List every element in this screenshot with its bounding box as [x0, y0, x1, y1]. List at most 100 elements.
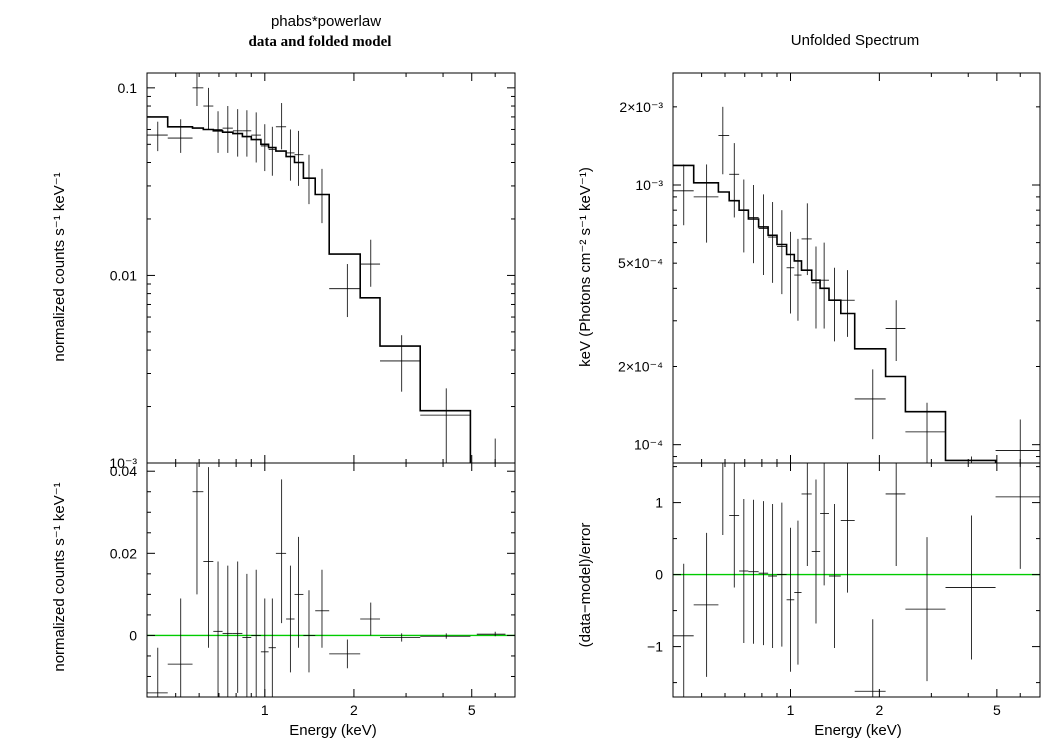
left-bottom-data-point — [329, 639, 361, 669]
right-top-frame — [672, 72, 1041, 464]
left-top-data-point — [329, 264, 361, 318]
x-tick-label: 2 — [875, 702, 883, 718]
right-top-data-point — [673, 164, 694, 226]
left-top-data-point — [268, 126, 276, 176]
right-top-data-point — [693, 164, 719, 243]
y-tick-label: −1 — [647, 639, 663, 655]
right-bottom-data-point — [945, 515, 996, 660]
right-top-data-point — [854, 369, 886, 440]
right-bottom-plot-area — [673, 463, 1040, 697]
left-top-data-point — [380, 335, 421, 392]
y-tick-label: 2×10⁻⁴ — [618, 359, 663, 375]
left-top-data-point — [275, 103, 287, 150]
right-bottom-data-point — [995, 463, 1040, 569]
y-tick-label: 0 — [655, 567, 663, 583]
left-chart-title: phabs*powerlaw — [271, 13, 381, 30]
right-bottom-data-point — [786, 527, 795, 672]
left-bottom-data-point — [380, 633, 421, 642]
right-bottom-data-point — [729, 463, 740, 588]
right-bottom-data-point — [776, 502, 787, 647]
left-top-data-point — [242, 110, 252, 157]
y-tick-label: 2×10⁻³ — [619, 99, 663, 115]
y-tick-label: 5×10⁻⁴ — [618, 255, 663, 271]
right-bottom-data-point — [854, 619, 886, 697]
right-bottom-frame — [672, 462, 1041, 698]
left-bottom-data-point — [222, 565, 233, 697]
left-top-data-point — [251, 112, 261, 163]
right-top-data-point — [758, 194, 769, 276]
left-top-ylabel: normalized counts s⁻¹ keV⁻¹ — [51, 172, 68, 361]
right-bottom-data-point — [768, 504, 777, 649]
left-top-model-line — [147, 116, 472, 463]
right-top-plot-area — [673, 106, 1040, 463]
right-bottom-data-point — [748, 499, 759, 644]
left-bottom-frame — [146, 462, 516, 698]
right-bottom-panel: 1 2 5 1 0 −1 — [647, 462, 1041, 718]
right-top-data-point — [801, 203, 812, 276]
left-top-frame — [146, 72, 516, 464]
right-top-data-point — [768, 202, 777, 283]
left-xlabel: Energy (keV) — [289, 722, 377, 739]
right-bottom-data-point — [673, 563, 694, 697]
left-bottom-plot-area — [147, 463, 515, 697]
right-bottom-data-point — [693, 532, 719, 677]
left-top-data-point — [360, 239, 381, 287]
left-top-data-point — [315, 168, 330, 224]
right-bottom-data-point — [811, 479, 821, 624]
right-top-panel: 2×10⁻³ 10⁻³ 5×10⁻⁴ 2×10⁻⁴ 10⁻⁴ — [618, 72, 1041, 464]
left-bottom-data-point — [260, 598, 269, 697]
right-top-data-point — [776, 210, 787, 295]
right-top-data-point — [828, 267, 841, 342]
left-bottom-data-point — [476, 631, 506, 637]
left-bottom-data-point — [147, 647, 168, 697]
left-top-data-point — [494, 438, 496, 463]
left-top-data-point — [303, 154, 316, 205]
left-bottom-data-point — [286, 565, 295, 673]
y-tick-label: 10⁻⁴ — [634, 437, 663, 453]
left-bottom-data-point — [268, 598, 276, 697]
right-bottom-data-point — [801, 463, 812, 566]
x-tick-label: 5 — [468, 702, 476, 718]
right-bottom-data-point — [828, 504, 841, 649]
right-top-data-point — [840, 270, 855, 337]
left-bottom-data-point — [315, 569, 330, 648]
right-bottom-data-point — [885, 463, 906, 566]
left-top-data-point — [203, 87, 214, 130]
right-top-data-point — [995, 419, 1040, 463]
y-tick-label: 0.1 — [118, 80, 138, 96]
left-bottom-data-point — [360, 602, 381, 636]
right-top-model-line — [673, 164, 997, 463]
left-top-data-point — [286, 129, 295, 181]
right-bottom-data-point — [758, 501, 769, 646]
left-bottom-data-point — [251, 569, 261, 697]
y-tick-label: 0.04 — [110, 463, 137, 479]
y-tick-label: 0.02 — [110, 545, 137, 561]
right-top-data-point — [885, 300, 906, 362]
x-tick-label: 5 — [993, 702, 1001, 718]
right-bottom-data-point — [905, 537, 946, 682]
right-top-data-point — [748, 185, 759, 264]
right-bottom-ylabel: (data−model)/error — [577, 523, 594, 648]
left-bottom-panel: 1 2 5 0.04 0.02 0 — [110, 462, 516, 718]
left-chart-subtitle: data and folded model — [249, 34, 392, 50]
left-top-data-point — [167, 119, 193, 153]
left-top-plot-area — [147, 73, 496, 463]
x-tick-label: 1 — [787, 702, 795, 718]
right-bottom-data-point — [739, 499, 749, 643]
x-tick-label: 2 — [350, 702, 358, 718]
right-top-data-point — [820, 242, 829, 329]
right-bottom-data-point — [718, 463, 730, 535]
y-tick-label: 0 — [129, 627, 137, 643]
right-top-data-point — [794, 238, 802, 321]
right-top-data-point — [811, 246, 821, 329]
y-tick-label: 10⁻³ — [635, 177, 663, 193]
left-bottom-data-point — [303, 590, 316, 673]
left-bottom-data-point — [294, 536, 304, 648]
left-top-data-point — [147, 121, 168, 152]
right-xlabel: Energy (keV) — [814, 722, 902, 739]
right-top-data-point — [739, 179, 749, 253]
right-top-data-point — [729, 143, 740, 218]
right-bottom-data-point — [820, 463, 829, 586]
left-top-data-point — [420, 388, 471, 463]
